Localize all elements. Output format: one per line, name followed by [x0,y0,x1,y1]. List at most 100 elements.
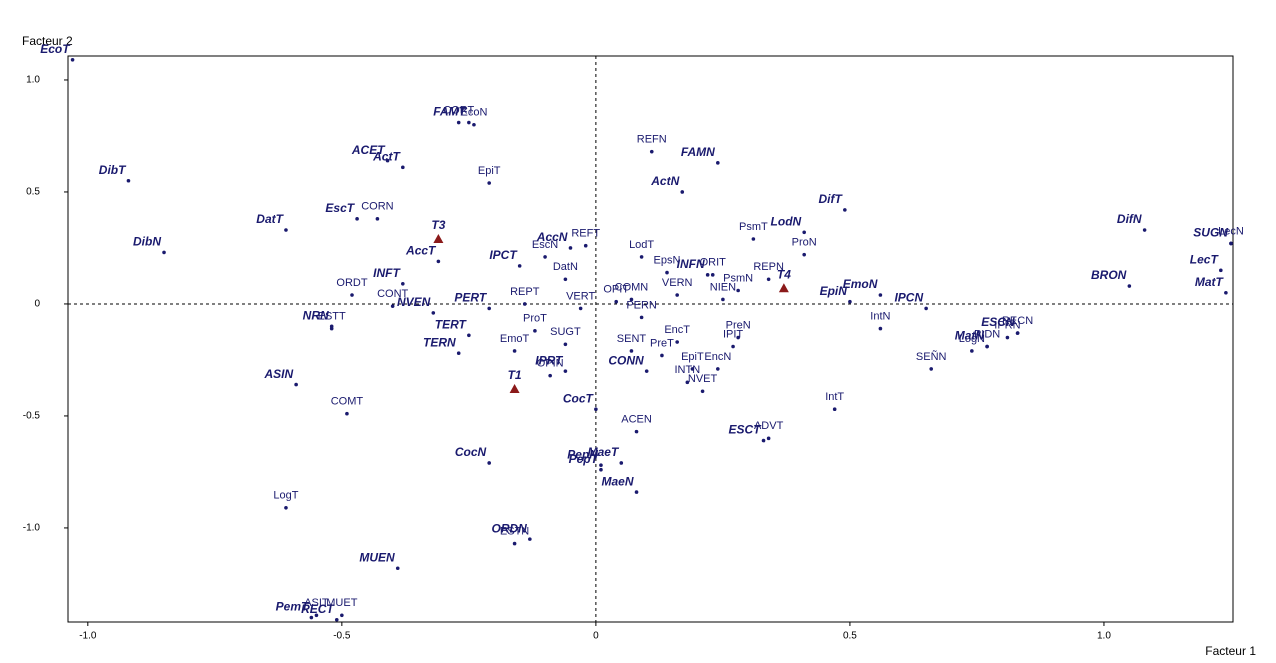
point-label: EpiT [681,351,704,363]
x-axis-label: Facteur 1 [1205,644,1256,658]
point [329,326,334,331]
y-tick-label: 0.5 [26,187,40,198]
point-label: CocT [563,391,595,405]
point [629,349,634,353]
point-label: PepN [567,447,598,461]
point [350,293,354,297]
point-label: DatN [553,261,578,273]
point [1005,335,1010,340]
point-label: IPRN [994,319,1020,331]
point-label: REPN [753,261,784,273]
point [568,246,573,250]
point [705,273,710,277]
point [456,120,461,125]
point-label: EpiT [478,165,501,177]
point [294,382,298,387]
point-label: EmoT [500,333,530,345]
point-label: NVEN [397,295,431,309]
point-label: TERN [423,335,456,349]
point-label: REFT [571,228,600,240]
point-label: SUGN [1193,226,1228,240]
point [634,490,639,494]
point-label: T1 [508,368,522,382]
point [512,541,517,546]
point [1219,268,1223,273]
point-label: OPIN [537,358,564,370]
point [736,288,740,293]
point-label: MaeT [588,445,620,459]
point [512,349,517,353]
x-tick-label: 1.0 [1097,631,1111,642]
point-label: NVET [688,373,718,385]
point [487,461,491,465]
point-label: LogN [959,333,985,345]
point-label: FAMT [433,105,467,119]
point-label: ASIN [263,367,293,381]
point [467,333,471,338]
point [563,277,568,282]
y-tick-label: -0.5 [23,411,41,422]
point [548,373,552,378]
point-label: MatN [955,329,985,343]
point [619,461,624,465]
point-label: DatT [256,212,284,226]
point [583,243,588,248]
point [487,306,491,311]
point [680,190,685,194]
point [970,349,974,353]
point-label: EmoN [843,277,878,291]
point [690,367,695,371]
point-label: ACET [351,143,386,157]
point-label: EpiN [820,284,848,298]
point-label: EncN [704,351,731,363]
point-label: ACEN [621,414,652,426]
point-label: COMT [331,396,364,408]
point [685,380,690,385]
point [517,264,522,268]
point-label: INFT [373,266,401,280]
point-label: EcoN [460,107,487,119]
point [390,304,395,308]
point [832,407,837,412]
point-label: PreN [726,319,751,331]
point [1142,228,1147,232]
point [878,326,883,331]
point-label: ORIT [700,257,727,269]
point-label: MUET [326,597,357,609]
point [314,613,319,618]
point-label: ActN [650,174,679,188]
point [731,344,735,349]
point-label: IPIT [723,328,743,340]
x-tick-label: 0 [593,631,599,642]
point [1015,331,1020,335]
point [1224,290,1228,295]
point-label: LecT [1190,253,1220,267]
point-label: PIDN [974,328,1000,340]
point-label: SUGT [550,326,581,338]
point [284,505,288,510]
point [761,438,766,443]
point [639,255,644,259]
point [924,306,928,311]
point-label: ProN [792,237,817,249]
point-label: PreT [650,337,674,349]
point-label: DifT [819,192,844,206]
point-label: CORN [361,201,393,213]
point [1229,241,1233,246]
point-label: PERT [454,291,487,305]
point-label: ESTN [500,526,529,538]
point [284,228,288,232]
point [395,566,400,571]
point [848,299,852,304]
point-label: PERN [626,299,657,311]
y-tick-label: -1.0 [23,523,41,534]
point [522,302,527,306]
point [802,252,806,257]
point [878,293,883,297]
point [340,613,344,618]
point-label: IntT [825,391,844,403]
point-label: LogT [273,490,298,502]
point [660,353,664,358]
point-label: AccT [405,244,437,258]
point-label: PsmN [723,272,753,284]
